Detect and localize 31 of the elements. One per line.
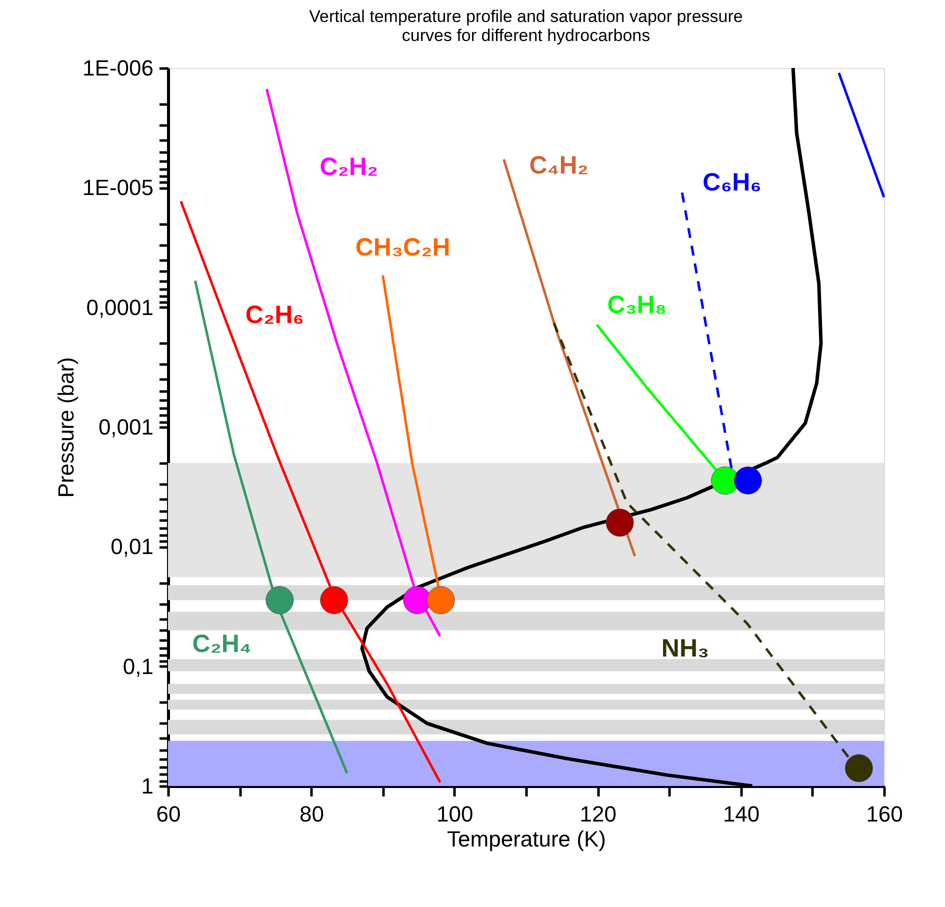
- y-tick-label: 1E-005: [82, 175, 154, 200]
- series-label: CH₃C₂H: [355, 233, 450, 262]
- x-tick-label: 100: [436, 802, 474, 826]
- chart-title: Vertical temperature profile and saturation vapor pressure curves for different hydrocarbons: [309, 7, 743, 45]
- y-tick-label: 0,001: [98, 414, 154, 440]
- series-label: C₃H₈: [607, 290, 667, 319]
- x-tick-label: 120: [580, 802, 616, 826]
- y-tick-label: 0,1: [122, 654, 154, 679]
- y-tick-label: 1E-006: [82, 56, 154, 80]
- x-axis-title: Temperature (K): [447, 826, 606, 852]
- series-label: C₄H₂: [529, 151, 588, 180]
- y-tick-label: 0,0001: [86, 294, 154, 320]
- series-label: C₂H₄: [192, 630, 252, 658]
- series-label: C₆H₆: [702, 168, 762, 197]
- y-tick-label: 1: [141, 774, 154, 798]
- point: [320, 586, 348, 614]
- x-tick-label: 60: [156, 802, 181, 826]
- line-series: [194, 280, 348, 774]
- point: [844, 754, 873, 782]
- y-tick-label: 0,01: [110, 534, 154, 560]
- x-tick-label: 140: [722, 802, 760, 826]
- x-tick-label: 80: [299, 802, 324, 826]
- point: [734, 466, 762, 495]
- series-label: C₂H₂: [320, 153, 378, 182]
- point: [606, 508, 634, 537]
- series-label: C₂H₆: [245, 300, 304, 329]
- x-tick-label: 160: [866, 802, 903, 826]
- point: [266, 586, 294, 614]
- series-label: NH₃: [661, 634, 710, 663]
- point: [426, 586, 455, 614]
- y-axis-title: Pressure (bar): [54, 357, 79, 498]
